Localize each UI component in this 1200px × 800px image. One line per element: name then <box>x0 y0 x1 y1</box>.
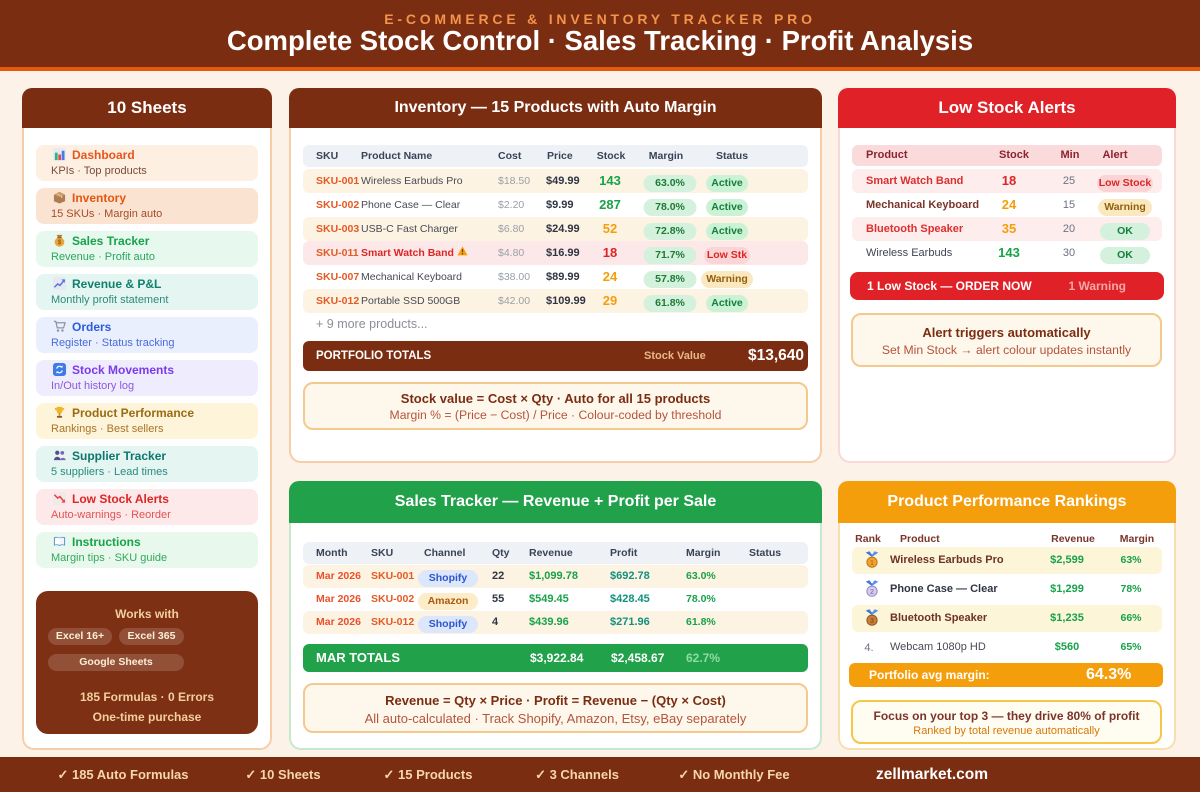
svg-text:$: $ <box>58 240 62 246</box>
svg-text:3: 3 <box>870 616 874 625</box>
svg-text:1: 1 <box>870 558 874 567</box>
svg-text:2: 2 <box>870 587 874 596</box>
